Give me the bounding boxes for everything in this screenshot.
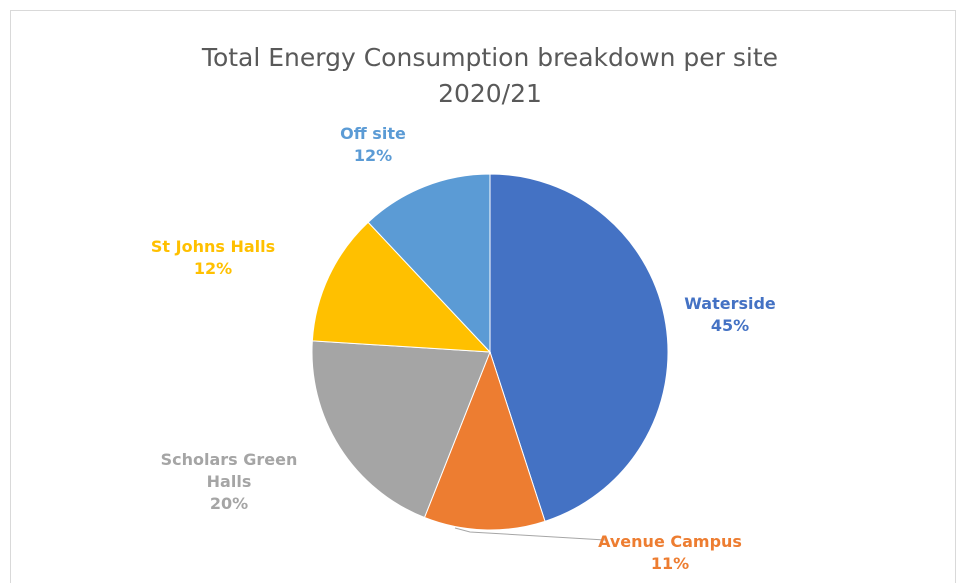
data-label-name: St Johns Halls [150,237,276,256]
data-label-value: 12% [353,146,393,165]
data-label-name: Avenue Campus [598,532,742,551]
data-label-name: Off site [340,124,406,143]
pie-slice [311,221,492,353]
pie-slice [311,340,491,519]
pie-slice [367,173,491,354]
data-label-value: 45% [710,316,750,335]
data-label: Off site 12% [313,123,433,167]
data-label-name: Scholars Green Halls [160,450,298,491]
data-label: Waterside 45% [670,293,790,337]
data-label-value: 20% [209,494,249,513]
chart-title: Total Energy Consumption breakdown per s… [201,43,779,108]
data-label: St Johns Halls 12% [133,236,293,280]
data-label-value: 11% [650,554,690,573]
pie-slice [489,173,669,522]
pie-slice [423,350,546,531]
data-label: Avenue Campus 11% [590,531,750,575]
leader-line [454,527,606,541]
data-label: Scholars Green Halls 20% [159,449,299,515]
data-label-value: 12% [193,259,233,278]
chart-frame [10,10,956,583]
data-label-name: Waterside [684,294,776,313]
